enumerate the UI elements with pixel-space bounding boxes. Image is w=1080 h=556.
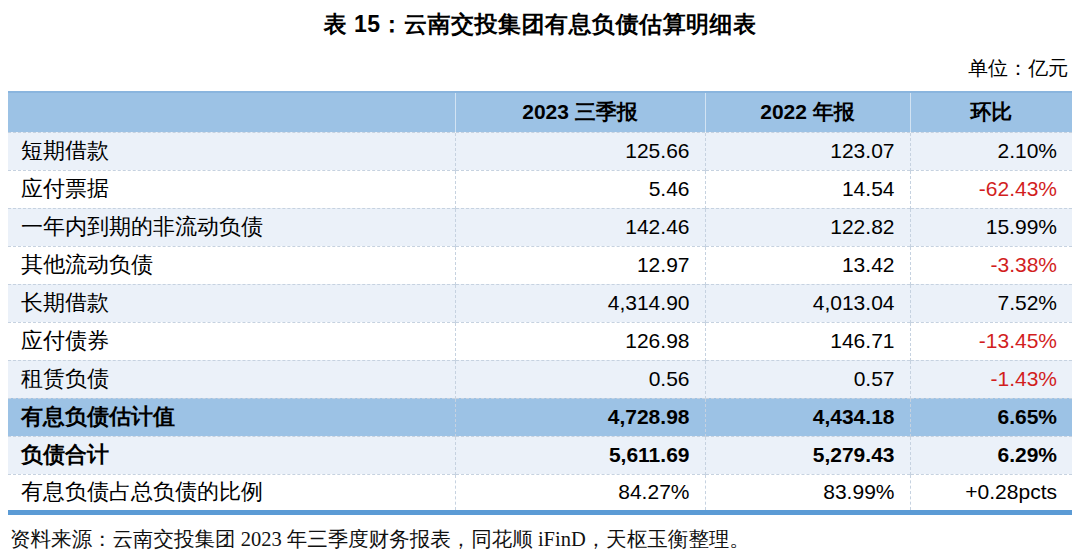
- cell-2022: 123.07: [705, 132, 910, 170]
- cell-mom: 15.99%: [910, 208, 1072, 246]
- row-label: 其他流动负债: [8, 246, 455, 284]
- table-row: 应付票据5.4614.54-62.43%: [8, 170, 1072, 208]
- row-label: 应付票据: [8, 170, 455, 208]
- cell-mom: -1.43%: [910, 360, 1072, 398]
- row-label: 租赁负债: [8, 360, 455, 398]
- cell-2023: 4,314.90: [455, 284, 705, 322]
- cell-2022: 14.54: [705, 170, 910, 208]
- cell-mom: +0.28pcts: [910, 474, 1072, 512]
- cell-2022: 83.99%: [705, 474, 910, 512]
- table-row: 其他流动负债12.9713.42-3.38%: [8, 246, 1072, 284]
- cell-mom: -3.38%: [910, 246, 1072, 284]
- row-label: 长期借款: [8, 284, 455, 322]
- header-2022-annual-report: 2022 年报: [705, 92, 910, 132]
- cell-2022: 4,434.18: [705, 398, 910, 436]
- source-note: 资料来源：云南交投集团 2023 年三季度财务报表，同花顺 iFinD，天枢玉衡…: [10, 525, 1080, 553]
- table-row: 有息负债估计值4,728.984,434.186.65%: [8, 398, 1072, 436]
- cell-2023: 84.27%: [455, 474, 705, 512]
- cell-2023: 0.56: [455, 360, 705, 398]
- cell-2022: 0.57: [705, 360, 910, 398]
- cell-mom: 6.65%: [910, 398, 1072, 436]
- cell-2022: 4,013.04: [705, 284, 910, 322]
- table-row: 有息负债占总负债的比例84.27%83.99%+0.28pcts: [8, 474, 1072, 512]
- report-table-page: 表 15：云南交投集团有息负债估算明细表 单位：亿元 2023 三季报 2022…: [0, 0, 1080, 556]
- cell-2022: 122.82: [705, 208, 910, 246]
- cell-2023: 125.66: [455, 132, 705, 170]
- unit-label: 单位：亿元: [0, 40, 1080, 91]
- cell-2023: 142.46: [455, 208, 705, 246]
- row-label: 有息负债估计值: [8, 398, 455, 436]
- header-row: 2023 三季报 2022 年报 环比: [8, 92, 1072, 132]
- cell-mom: 7.52%: [910, 284, 1072, 322]
- row-label: 有息负债占总负债的比例: [8, 474, 455, 512]
- table-body: 短期借款125.66123.072.10%应付票据5.4614.54-62.43…: [8, 132, 1072, 512]
- table-row: 短期借款125.66123.072.10%: [8, 132, 1072, 170]
- header-mom-change: 环比: [910, 92, 1072, 132]
- cell-2023: 12.97: [455, 246, 705, 284]
- interest-bearing-debt-table: 2023 三季报 2022 年报 环比 短期借款125.66123.072.10…: [8, 91, 1072, 515]
- cell-2023: 5.46: [455, 170, 705, 208]
- table-row: 长期借款4,314.904,013.047.52%: [8, 284, 1072, 322]
- cell-2023: 5,611.69: [455, 436, 705, 474]
- row-label: 负债合计: [8, 436, 455, 474]
- cell-2023: 4,728.98: [455, 398, 705, 436]
- table-row: 应付债券126.98146.71-13.45%: [8, 322, 1072, 360]
- table-header: 2023 三季报 2022 年报 环比: [8, 92, 1072, 132]
- header-item-name: [8, 92, 455, 132]
- cell-2022: 5,279.43: [705, 436, 910, 474]
- cell-2023: 126.98: [455, 322, 705, 360]
- cell-mom: -13.45%: [910, 322, 1072, 360]
- cell-2022: 146.71: [705, 322, 910, 360]
- table-row: 一年内到期的非流动负债142.46122.8215.99%: [8, 208, 1072, 246]
- cell-mom: 2.10%: [910, 132, 1072, 170]
- row-label: 应付债券: [8, 322, 455, 360]
- table-row: 租赁负债0.560.57-1.43%: [8, 360, 1072, 398]
- table-row: 负债合计5,611.695,279.436.29%: [8, 436, 1072, 474]
- row-label: 一年内到期的非流动负债: [8, 208, 455, 246]
- cell-2022: 13.42: [705, 246, 910, 284]
- cell-mom: 6.29%: [910, 436, 1072, 474]
- header-2023-q3-report: 2023 三季报: [455, 92, 705, 132]
- row-label: 短期借款: [8, 132, 455, 170]
- table-title: 表 15：云南交投集团有息负债估算明细表: [0, 0, 1080, 40]
- cell-mom: -62.43%: [910, 170, 1072, 208]
